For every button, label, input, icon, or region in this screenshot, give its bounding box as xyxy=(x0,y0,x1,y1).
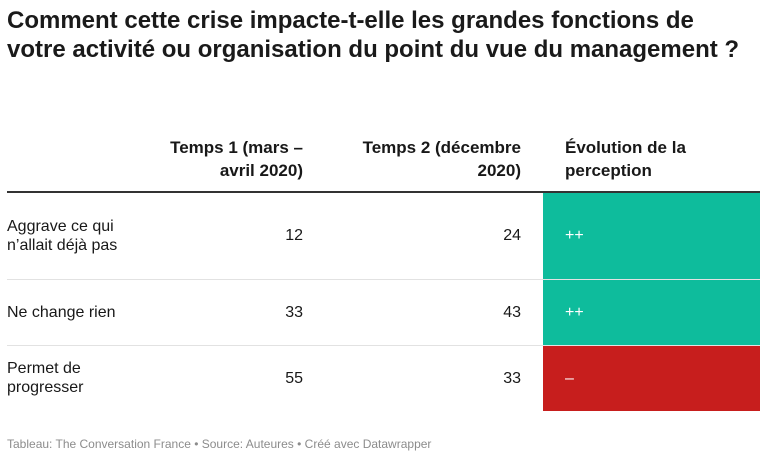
row-label: Ne change rien xyxy=(7,279,142,346)
column-header-temps-2: Temps 2 (décembre 2020) xyxy=(325,136,543,193)
row-label: Permet de progresser xyxy=(7,360,84,397)
table-row: Aggrave ce qui n’allait déjà pas 12 24 +… xyxy=(7,192,760,280)
source-footer: Tableau: The Conversation France • Sourc… xyxy=(7,437,432,451)
header-row: Temps 1 (mars – avril 2020) Temps 2 (déc… xyxy=(7,136,760,193)
temps-1-value: 12 xyxy=(142,192,325,280)
temps-2-value: 24 xyxy=(325,192,543,280)
evolution-cell: – xyxy=(543,345,760,411)
table-row: Ne change rien 33 43 ++ xyxy=(7,279,760,346)
chart-title: Comment cette crise impacte-t-elle les g… xyxy=(7,7,740,63)
column-header-temps-1: Temps 1 (mars – avril 2020) xyxy=(142,136,325,193)
temps-1-value: 33 xyxy=(142,279,325,346)
row-label: Aggrave ce qui n’allait déjà pas xyxy=(7,192,142,280)
column-header-evolution: Évolution de la perception xyxy=(543,136,760,193)
column-header-label xyxy=(7,136,142,193)
temps-2-value: 33 xyxy=(503,369,521,387)
table-row: Permet de progresser 55 33 – xyxy=(7,345,760,411)
temps-2-value: 43 xyxy=(325,279,543,346)
evolution-cell: ++ xyxy=(543,279,760,346)
evolution-cell: ++ xyxy=(543,192,760,280)
data-table: Temps 1 (mars – avril 2020) Temps 2 (déc… xyxy=(7,136,760,411)
temps-1-value: 55 xyxy=(285,369,303,387)
